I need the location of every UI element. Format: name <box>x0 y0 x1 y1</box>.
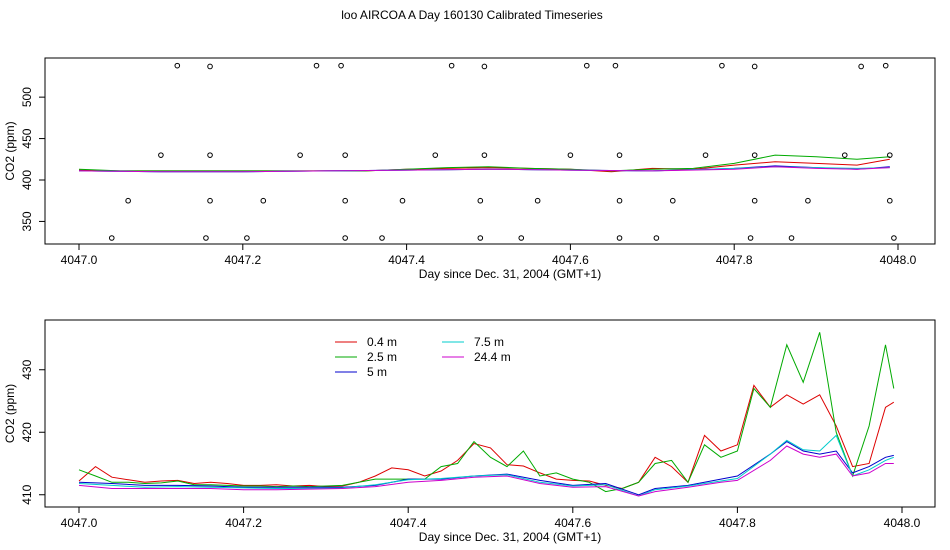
point-marker <box>477 235 484 241</box>
point-marker <box>260 197 267 204</box>
point-marker <box>379 235 385 241</box>
point-marker <box>534 197 541 204</box>
series-line-2-5-m <box>78 332 895 493</box>
x-tick-label: 4048.0 <box>884 516 921 530</box>
x-tick-label: 4047.6 <box>552 253 589 267</box>
x-tick-label: 4047.6 <box>554 516 591 530</box>
bottom-series-lines <box>78 332 895 497</box>
point-marker <box>616 152 623 158</box>
y-tick-label: 430 <box>20 359 34 379</box>
top-x-axis: 4047.0 4047.2 4047.4 4047.6 4047.8 4048.0 <box>61 244 917 267</box>
point-marker <box>207 63 213 70</box>
top-y-axis-label: CO2 (ppm) <box>3 121 17 180</box>
top-plot-frame <box>44 57 936 245</box>
y-tick-label: 500 <box>20 87 34 107</box>
point-marker <box>342 197 348 204</box>
legend-label: 2.5 m <box>367 350 397 364</box>
point-marker <box>477 197 484 204</box>
x-tick-label: 4047.2 <box>225 516 262 530</box>
point-marker <box>481 63 488 70</box>
series-line-5-m <box>78 441 894 496</box>
point-marker <box>887 152 893 158</box>
point-marker <box>567 152 574 158</box>
series-line-7-5-m <box>78 434 894 497</box>
point-marker <box>108 235 115 241</box>
point-marker <box>653 235 660 241</box>
point-marker <box>432 152 439 158</box>
y-tick-label: 350 <box>20 211 34 231</box>
point-marker <box>751 152 758 158</box>
bottom-y-axis: 410 420 430 <box>20 359 45 505</box>
bottom-y-axis-label: CO2 (ppm) <box>3 384 17 443</box>
y-tick-label: 450 <box>20 128 34 148</box>
y-tick-label: 420 <box>20 422 34 442</box>
legend-label: 0.4 m <box>367 335 397 349</box>
point-marker <box>244 235 250 241</box>
point-marker <box>751 63 758 70</box>
point-marker <box>448 62 455 69</box>
point-marker <box>174 62 181 69</box>
x-tick-label: 4047.0 <box>61 516 98 530</box>
point-marker <box>125 197 131 204</box>
point-marker <box>616 197 623 204</box>
point-marker <box>342 235 348 241</box>
point-marker <box>858 63 864 70</box>
point-marker <box>747 235 754 241</box>
point-marker <box>616 235 623 241</box>
x-tick-label: 4047.4 <box>390 516 427 530</box>
top-series-lines <box>78 154 890 173</box>
point-marker <box>313 62 320 69</box>
x-tick-label: 4047.0 <box>61 253 98 267</box>
point-marker <box>342 152 348 158</box>
point-marker <box>583 62 590 69</box>
point-marker <box>481 152 488 158</box>
figure-title: loo AIRCOA A Day 160130 Calibrated Times… <box>341 8 602 22</box>
x-tick-label: 4047.4 <box>388 253 425 267</box>
point-marker <box>158 152 164 158</box>
point-marker <box>518 235 525 241</box>
point-marker <box>805 197 811 204</box>
point-marker <box>207 152 213 158</box>
point-marker <box>207 197 213 204</box>
point-marker <box>702 152 709 158</box>
top-x-axis-label: Day since Dec. 31, 2004 (GMT+1) <box>419 267 601 281</box>
bottom-plot-frame <box>44 319 936 508</box>
series-line-0 <box>78 158 890 173</box>
x-tick-label: 4047.2 <box>224 253 261 267</box>
bottom-panel: 4047.0 4047.2 4047.4 4047.6 4047.8 4048.0 410… <box>3 319 936 544</box>
point-marker <box>788 235 795 241</box>
top-point-markers <box>108 62 897 241</box>
point-marker <box>887 197 893 204</box>
bottom-x-axis: 4047.0 4047.2 4047.4 4047.6 4047.8 4048.0 <box>61 507 921 530</box>
x-tick-label: 4047.8 <box>716 253 753 267</box>
series-line-0-4-m <box>78 384 895 490</box>
x-tick-label: 4047.8 <box>719 516 756 530</box>
point-marker <box>891 235 897 241</box>
legend-label: 5 m <box>367 365 387 379</box>
point-marker <box>338 62 344 69</box>
point-marker <box>203 235 209 241</box>
point-marker <box>669 197 676 204</box>
point-marker <box>612 62 619 69</box>
bottom-x-axis-label: Day since Dec. 31, 2004 (GMT+1) <box>419 530 601 544</box>
legend-label: 7.5 m <box>474 335 504 349</box>
y-tick-label: 400 <box>20 170 34 190</box>
x-tick-label: 4048.0 <box>880 253 917 267</box>
top-panel: 4047.0 4047.2 4047.4 4047.6 4047.8 4048.0 350… <box>3 57 936 281</box>
series-line-4 <box>78 166 890 173</box>
point-marker <box>751 197 758 204</box>
legend: 0.4 m2.5 m5 m 7.5 m24.4 m <box>335 335 511 379</box>
point-marker <box>882 62 889 69</box>
point-marker <box>399 197 406 204</box>
top-y-axis: 350 400 450 500 <box>20 87 45 231</box>
series-line-1 <box>78 154 890 172</box>
point-marker <box>841 152 848 158</box>
point-marker <box>297 152 303 158</box>
legend-label: 24.4 m <box>474 350 511 364</box>
point-marker <box>719 62 725 69</box>
series-line-24-4-m <box>78 445 894 497</box>
y-tick-label: 410 <box>20 484 34 504</box>
